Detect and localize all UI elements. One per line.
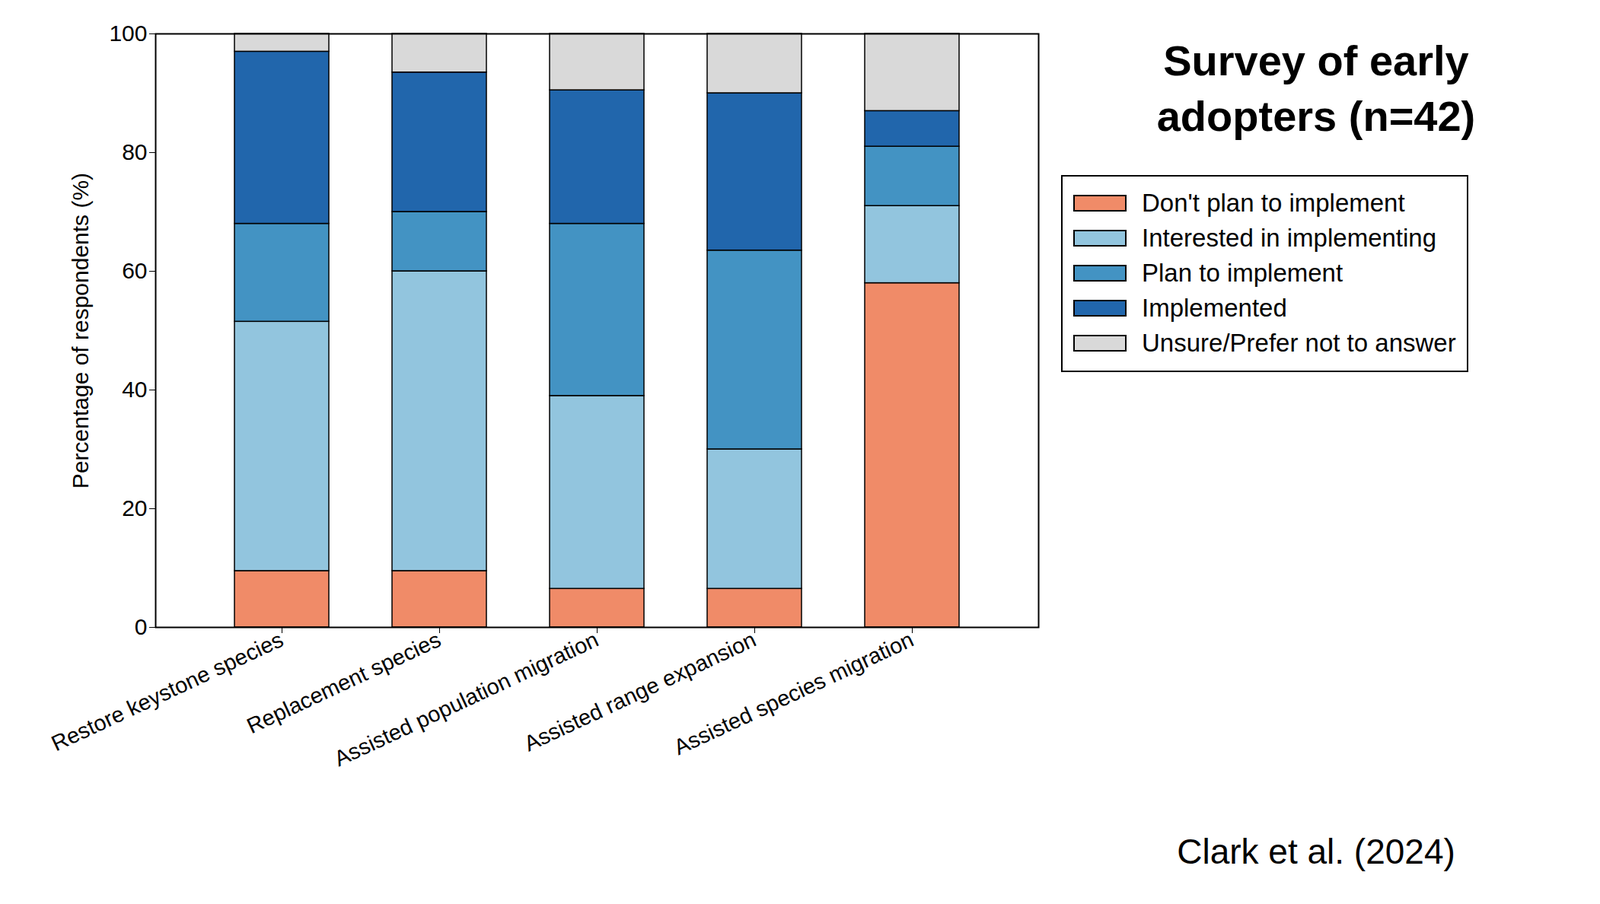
html-text:Interested in implementing: Interested in implementing [1141,223,1437,252]
svg-text:Replacement species: Replacement species [242,627,445,739]
svg-text:40: 40 [121,376,147,402]
html-text:Implemented: Implemented [1141,293,1288,323]
html-text:Plan to implement: Plan to implement [1141,258,1343,287]
html-text:Unsure/Prefer not to answer: Unsure/Prefer not to answer [1141,329,1456,358]
svg-text:Percentage of respondents (%): Percentage of respondents (%) [67,172,93,489]
svg-text:0: 0 [134,614,148,640]
svg-text:80: 80 [121,139,147,165]
svg-text:20: 20 [121,495,147,521]
html-text:Clark et al. (2024): Clark et al. (2024) [1176,831,1456,872]
svg-text:Assisted species migration: Assisted species migration [669,627,918,760]
svg-text:60: 60 [121,258,147,284]
svg-text:Assisted range expansion: Assisted range expansion [520,627,760,757]
svg-text:Assisted population migration: Assisted population migration [330,627,603,772]
html-text:Don't plan to implement: Don't plan to implement [1141,188,1405,217]
svg-text:Restore keystone species: Restore keystone species [47,627,287,756]
html-text:Survey of early adopters (n=42: Survey of early adopters (n=42) [1156,36,1476,140]
svg-text:100: 100 [108,20,147,46]
